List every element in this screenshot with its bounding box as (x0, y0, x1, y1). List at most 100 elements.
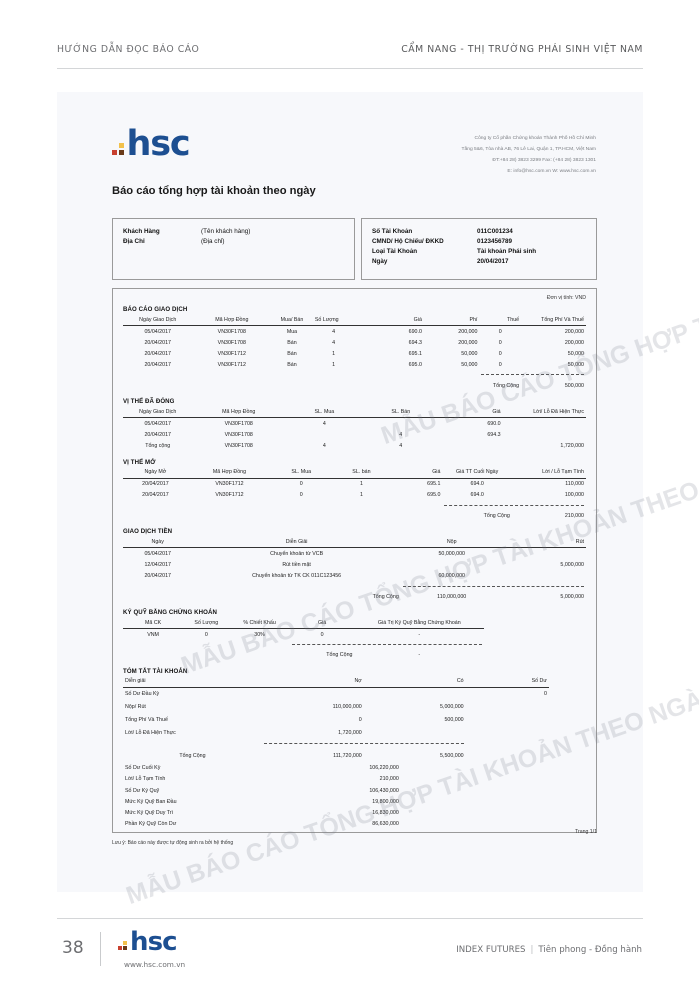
open-th-0: Ngày Mở (123, 467, 188, 479)
report-logo: hsc (112, 124, 191, 164)
section-trades: BÁO CÁO GIAO DỊCH Ngày Giao Dịch Mã Hợp … (123, 306, 586, 391)
table-row: 20/04/2017 VN30F1708 Bán 4 694.3 200,000 0 200,… (123, 337, 586, 348)
collateral-total-label: Tổng Cộng (326, 652, 353, 659)
account-number-row: Số Tài Khoản 011C001234 (372, 228, 586, 235)
table-row: 20/04/2017 VN30F1712 Bán 1 695.1 50,000 0 50,00… (123, 348, 586, 359)
table-row-cell: Bán (287, 362, 297, 369)
section-closed-title: VỊ THẾ ĐÃ ĐÓNG (123, 398, 175, 406)
table-row-cell: 5,000,000 (560, 562, 584, 569)
table-row-cell: 1,720,000 (338, 729, 362, 736)
table-row-cell: 110,000,000 (332, 704, 362, 711)
table-row-cell: 12/04/2017 (144, 562, 171, 569)
table-row-cell: Lời/ Lỗ Tạm Tính (125, 776, 166, 783)
table-row-cell: 100,000 (564, 492, 584, 499)
section-open: VỊ THẾ MỞ Ngày Mở Mã Hợp Đồng SL. Mua SL… (123, 459, 586, 522)
trades-total-table: Tổng Cộng 500,000 (123, 371, 586, 391)
table-row-cell: 695.1 (427, 481, 441, 488)
footer-logo-text: hsc (130, 927, 178, 957)
trades-table: Ngày Giao Dịch Mã Hợp Đồng Mua/ Bán Số L… (123, 315, 586, 371)
open-table: Ngày Mở Mã Hợp Đồng SL. Mua SL. bán Giá … (123, 467, 586, 501)
table-row-cell: 0 (498, 339, 502, 346)
cash-th-3: Rút (502, 537, 586, 549)
report-note: Lưu ý: Báo cáo này được tự động sinh ra … (112, 840, 234, 846)
table-row-cell: 0 (498, 328, 502, 335)
table-row-cell: 20/04/2017 (144, 573, 171, 580)
table-row-cell: 695.1 (408, 350, 422, 357)
table-row-cell: Bán (287, 350, 297, 357)
table-row: Tổng cộng VN30F1708 4 4 1,720,000 (123, 441, 586, 452)
customer-name-label: Khách Hàng (123, 228, 160, 235)
summary-total-table: Tổng Cộng 111,720,000 5,500,000 (123, 739, 586, 763)
table-row-cell: 4 (399, 431, 403, 438)
table-row: 05/04/2017 VN30F1708 Mua 4 690.0 200,000 0 200,… (123, 326, 586, 338)
closed-th-2: SL. Mua (285, 407, 364, 419)
section-summary: TÓM TẮT TÀI KHOẢN Diễn giải Nợ Có Số Dư … (123, 668, 586, 830)
trades-th-3: Số Lượng (312, 315, 355, 326)
table-row-cell: 0 (320, 631, 324, 638)
table-row: Tổng Phí Và Thuế 0 500,000 (123, 714, 586, 727)
table-row-cell: 210,000 (379, 776, 399, 783)
table-row-cell: 1 (359, 481, 363, 488)
table-row-cell: 200,000 (458, 339, 478, 346)
table-row-cell: 4 (332, 328, 336, 335)
header-divider (57, 68, 643, 69)
closed-header-row: Ngày Giao Dịch Mã Hợp Đồng SL. Mua SL. B… (123, 407, 586, 419)
table-row-cell (364, 418, 438, 430)
account-info-box: Số Tài Khoản 011C001234 CMND/ Hộ Chiếu/ … (361, 218, 597, 280)
collateral-th-2: % Chiết Khấu (229, 618, 290, 630)
trades-total-value: 500,000 (564, 382, 584, 389)
table-row-cell: 106,220,000 (369, 765, 399, 772)
open-total-value: 210,000 (564, 512, 584, 519)
cash-th-2: Nộp (400, 537, 503, 549)
table-row-cell: VN30F1708 (224, 420, 253, 427)
table-row: Số Dư Ký Quỹ 106,430,000 (123, 785, 586, 796)
table-row-cell (466, 714, 549, 727)
section-trades-title: BÁO CÁO GIAO DỊCH (123, 306, 188, 313)
account-number-value: 011C001234 (477, 228, 513, 235)
customer-address-label: Địa Chỉ (123, 238, 145, 245)
table-row: Phần Ký Quỹ Còn Dư 86,630,000 (123, 819, 586, 830)
table-row-cell: VN30F1708 (217, 339, 246, 346)
footer-separator-line (100, 932, 101, 966)
table-row: Mức Ký Quỹ Ban Đầu 19,800,000 (123, 796, 586, 807)
report-page-number: Trang 1/1 (574, 829, 597, 835)
table-row-cell: 110,000 (565, 481, 584, 488)
table-row: Nộp/ Rút 110,000,000 5,000,000 (123, 701, 586, 714)
logo-text: hsc (126, 124, 191, 164)
table-row-cell: Tổng Phí Và Thuế (125, 716, 168, 723)
table-row-cell: 20/04/2017 (142, 492, 169, 499)
table-row-cell: Số Dư Ký Quỹ (125, 787, 160, 794)
trades-th-1: Mã Hợp Đồng (192, 315, 272, 326)
table-row: 20/04/2017 VN30F1712 Bán 1 695.0 50,000 0 50,00… (123, 360, 586, 371)
cash-total-rut: 5,000,000 (560, 593, 584, 600)
collateral-table: Mã CK Số Lượng % Chiết Khấu Giá Giá Trị … (123, 618, 586, 640)
table-row-cell: Rút tiền mặt (282, 562, 311, 569)
footer-divider (57, 918, 643, 919)
table-row-cell: Mua (286, 328, 298, 335)
cash-th-0: Ngày (123, 537, 193, 549)
table-row-cell: 0 (498, 362, 502, 369)
table-row-cell (503, 571, 586, 582)
table-row-cell: VN30F1712 (215, 492, 244, 499)
section-closed: VỊ THẾ ĐÃ ĐÓNG Ngày Giao Dịch Mã Hợp Đồn… (123, 398, 586, 452)
customer-info-box: Khách Hàng (Tên khách hàng) Địa Chỉ (Địa… (112, 218, 355, 280)
table-row: 20/04/2017 Chuyển khoản từ TK CK 011C1234… (123, 571, 586, 582)
closed-th-3: SL. Bán (363, 407, 438, 419)
table-row-cell: Mức Ký Quỹ Duy Trì (125, 809, 173, 816)
customer-address-value: (Địa chỉ) (201, 238, 225, 245)
table-row-cell: 20/04/2017 (144, 362, 171, 369)
table-row: Số Dư Cuối Kỳ 106,220,000 (123, 763, 586, 774)
summary-table: Diễn giải Nợ Có Số Dư Số Dư Đầu Kỳ 0 Nộp/ … (123, 676, 586, 739)
table-row-cell: 0 (358, 716, 362, 723)
cash-total-nop: 110,000,000 (437, 593, 467, 600)
table-row-cell: VN30F1708 (224, 443, 253, 450)
table-row-cell: Chuyển khoản từ VCB (270, 551, 324, 558)
table-row-cell: 30% (254, 631, 265, 638)
table-row-cell: 4 (322, 443, 326, 450)
table-row: 12/04/2017 Rút tiền mặt 5,000,000 (123, 560, 586, 571)
running-head-left: HƯỚNG DẪN ĐỌC BÁO CÁO (57, 44, 200, 55)
table-row-cell: 106,430,000 (369, 787, 399, 794)
closed-th-0: Ngày Giao Dịch (123, 407, 193, 419)
footer-logo-squares-icon (118, 941, 127, 951)
table-row: Lời/ Lỗ Tạm Tính 210,000 (123, 774, 586, 785)
